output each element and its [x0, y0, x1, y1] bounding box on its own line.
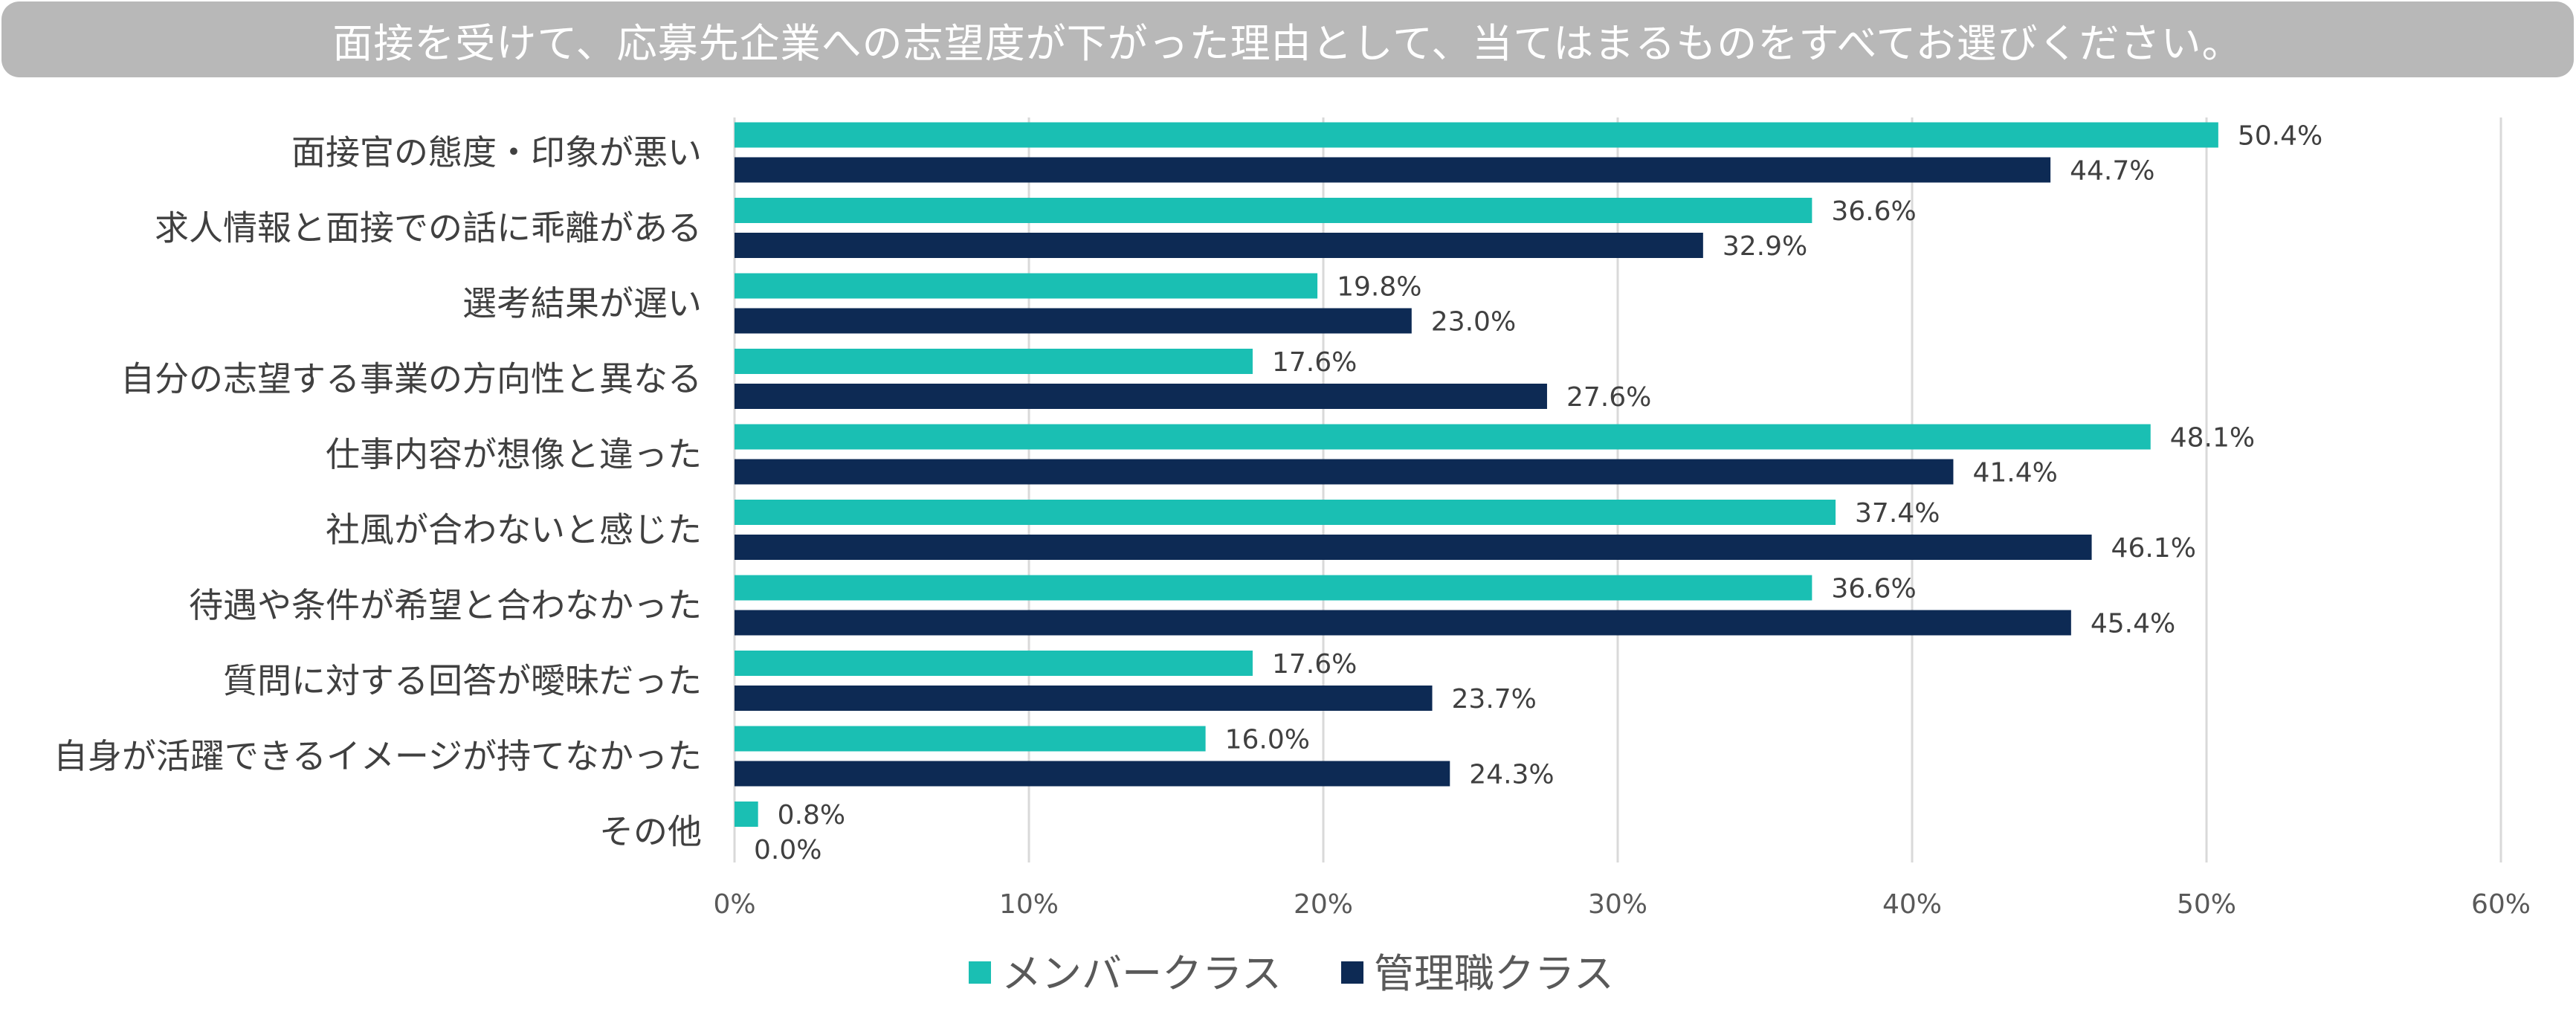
legend: メンバークラス 管理職クラス: [969, 950, 1614, 997]
category-label: 自分の志望する事業の方向性と異なる: [120, 359, 702, 399]
data-label-series2: 41.4%: [1972, 458, 2057, 488]
category-label: 選考結果が遅い: [462, 283, 702, 323]
x-tick-label: 0%: [713, 889, 755, 920]
data-label-series1: 36.6%: [1831, 574, 1916, 604]
bar-series2-item-5: [735, 535, 2092, 560]
bar-series1-item-9: [735, 802, 758, 827]
bar-series1-item-6: [735, 575, 1812, 601]
category-label: 自身が活躍できるイメージが持てなかった: [54, 736, 702, 776]
chart-title: 面接を受けて、応募先企業への志望度が下がった理由として、当てはまるものをすべてお…: [332, 19, 2243, 67]
x-tick-label: 30%: [1588, 889, 1647, 920]
category-labels: 面接官の態度・印象が悪い求人情報と面接での話に乖離がある選考結果が遅い自分の志望…: [54, 132, 702, 852]
legend-swatch-series1: [969, 961, 991, 984]
bar-series1-item-5: [735, 500, 1836, 525]
data-label-series2: 44.7%: [2070, 156, 2154, 187]
data-label-series2: 24.3%: [1469, 760, 1554, 790]
bar-series1-item-8: [735, 726, 1206, 752]
data-label-series1: 17.6%: [1272, 347, 1357, 378]
legend-label-series1: メンバークラス: [1001, 950, 1282, 997]
bar-series2-item-3: [735, 384, 1547, 409]
category-label: その他: [599, 812, 702, 852]
data-label-series2: 45.4%: [2091, 609, 2175, 639]
bar-series2-item-4: [735, 459, 1954, 485]
x-tick-label: 50%: [2177, 889, 2236, 920]
x-tick-label: 10%: [999, 889, 1059, 920]
data-label-series1: 36.6%: [1831, 196, 1916, 227]
category-label: 社風が合わないと感じた: [326, 510, 702, 550]
data-label-series1: 17.6%: [1272, 649, 1357, 680]
chart-title-banner: 面接を受けて、応募先企業への志望度が下がった理由として、当てはまるものをすべてお…: [1, 1, 2574, 77]
data-label-series2: 0.0%: [754, 835, 821, 865]
data-label-series1: 16.0%: [1225, 725, 1310, 755]
category-label: 待遇や条件が希望と合わなかった: [189, 585, 702, 625]
bar-series2-item-1: [735, 233, 1703, 258]
data-label-series1: 48.1%: [2170, 423, 2255, 454]
bar-series1-item-1: [735, 198, 1812, 223]
bar-series2-item-7: [735, 686, 1433, 711]
data-label-series2: 46.1%: [2111, 533, 2196, 564]
data-label-series2: 27.6%: [1566, 382, 1651, 413]
bar-series2-item-2: [735, 308, 1412, 334]
data-label-series1: 19.8%: [1337, 272, 1421, 303]
category-label: 面接官の態度・印象が悪い: [291, 132, 702, 172]
bar-group: 50.4% 44.7% 36.6% 32.9% 19.8% 23.0% 17.6% 27.6%…: [735, 121, 2322, 865]
x-tick-label: 20%: [1294, 889, 1353, 920]
bar-series1-item-0: [735, 122, 2218, 148]
category-label: 質問に対する回答が曖昧だった: [223, 661, 702, 701]
x-tick-label: 60%: [2471, 889, 2531, 920]
category-label: 求人情報と面接での話に乖離がある: [155, 208, 702, 248]
bar-series2-item-6: [735, 610, 2071, 636]
data-label-series2: 23.7%: [1452, 684, 1537, 715]
data-label-series1: 37.4%: [1855, 498, 1940, 529]
legend-label-series2: 管理職クラス: [1374, 950, 1614, 997]
data-label-series1: 0.8%: [778, 800, 845, 831]
bar-series1-item-3: [735, 349, 1253, 374]
bar-series1-item-4: [735, 424, 2151, 450]
legend-swatch-series2: [1341, 961, 1363, 984]
data-label-series1: 50.4%: [2238, 121, 2322, 152]
bar-series2-item-8: [735, 761, 1450, 787]
bar-series1-item-2: [735, 273, 1318, 299]
x-axis-tick-labels: 0% 10% 20% 30% 40% 50% 60%: [713, 889, 2531, 920]
bar-series1-item-7: [735, 651, 1253, 676]
bar-series2-item-0: [735, 157, 2051, 183]
data-label-series2: 23.0%: [1431, 307, 1516, 338]
category-label: 仕事内容が想像と違った: [326, 434, 702, 474]
x-tick-label: 40%: [1882, 889, 1942, 920]
data-label-series2: 32.9%: [1723, 231, 1807, 262]
